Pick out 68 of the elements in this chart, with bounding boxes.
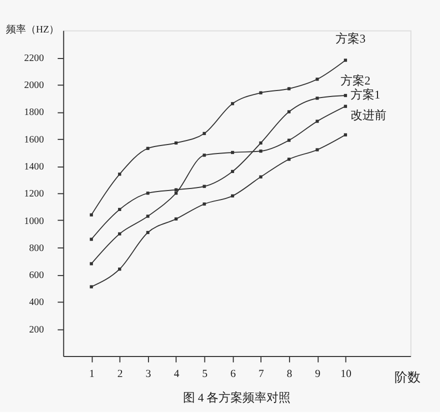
- point: [118, 232, 122, 236]
- point: [174, 188, 178, 192]
- point: [174, 141, 178, 145]
- y-tick-label: 1800: [24, 107, 44, 118]
- y-tick-label: 2000: [24, 80, 44, 92]
- y-tick-label: 1000: [24, 216, 44, 227]
- point: [230, 170, 234, 174]
- series-label: 方案2: [340, 74, 371, 88]
- point: [316, 148, 319, 152]
- text: 图 4 各方案频率对照: [182, 390, 291, 404]
- y-tick-label: 200: [29, 324, 44, 336]
- point: [202, 154, 206, 157]
- x-tick-label: 1: [89, 368, 95, 380]
- point: [287, 158, 291, 161]
- y-tick-label: 400: [29, 297, 44, 308]
- point: [259, 91, 262, 94]
- series-label: 方案3: [336, 31, 366, 46]
- point: [146, 146, 150, 150]
- point: [259, 175, 262, 178]
- point: [118, 172, 122, 176]
- x-tick-label: 5: [202, 368, 208, 380]
- x-tick-label: 3: [146, 368, 152, 380]
- point: [259, 141, 262, 145]
- point: [344, 133, 348, 136]
- point: [259, 150, 262, 153]
- y-tick-label: 1400: [24, 162, 44, 172]
- y-tick-label: 1200: [24, 188, 44, 200]
- point: [230, 150, 234, 154]
- point: [202, 184, 206, 188]
- y-axis-title: 频率（HZ）: [6, 23, 60, 36]
- point: [287, 110, 291, 114]
- point: [316, 96, 319, 100]
- point: [344, 104, 348, 108]
- y-tick-label: 600: [29, 270, 44, 282]
- point: [90, 262, 93, 266]
- point: [118, 268, 122, 271]
- x-tick-label: 8: [286, 368, 293, 380]
- point: [146, 192, 150, 195]
- x-tick-label: 7: [258, 368, 265, 380]
- y-tick-label: 2200: [24, 52, 44, 64]
- point: [146, 214, 150, 218]
- point: [118, 208, 122, 212]
- point: [90, 213, 93, 216]
- point: [202, 132, 206, 136]
- point: [90, 285, 93, 288]
- point: [316, 120, 319, 123]
- x-tick-label: 6: [230, 368, 236, 380]
- y-tick-label: 800: [29, 242, 44, 254]
- y-tick-label: 1600: [24, 134, 44, 146]
- point: [344, 58, 348, 62]
- point: [146, 230, 150, 234]
- point: [230, 194, 234, 198]
- series-label: 方案1: [350, 87, 380, 102]
- x-axis-title: 阶数: [394, 370, 420, 385]
- x-tick-label: 9: [315, 368, 320, 380]
- x-tick-label: 10: [340, 368, 352, 380]
- x-tick-label: 4: [174, 368, 180, 380]
- point: [230, 102, 234, 106]
- point: [90, 238, 93, 241]
- point: [316, 78, 319, 81]
- point: [174, 192, 178, 195]
- series-label: 改进前: [350, 108, 386, 122]
- point: [202, 202, 206, 206]
- point: [287, 87, 291, 90]
- x-tick-label: 2: [117, 368, 123, 380]
- point: [174, 217, 178, 221]
- point: [344, 94, 348, 98]
- point: [287, 138, 291, 142]
